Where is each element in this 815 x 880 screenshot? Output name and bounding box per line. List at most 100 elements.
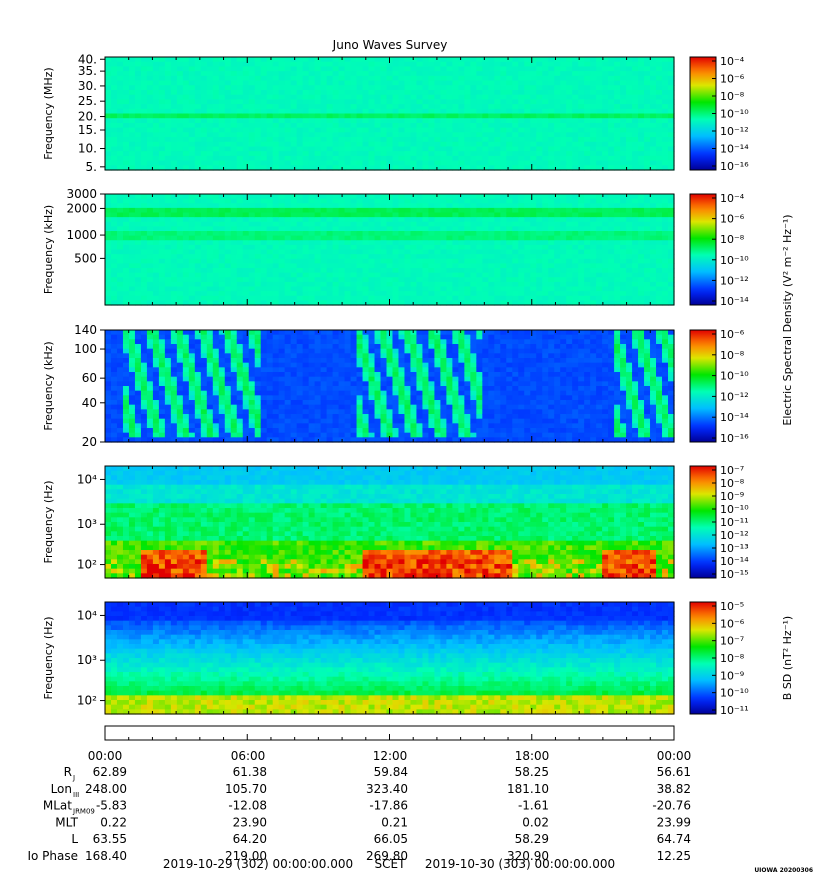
spectrogram-cell	[170, 137, 178, 143]
spectrogram-cell	[632, 207, 639, 214]
spectrogram-cell	[230, 71, 238, 77]
spectrogram-cell	[638, 300, 645, 306]
spectrogram-cell	[560, 151, 567, 157]
spectrogram-cell	[428, 263, 436, 269]
spectrogram-cell	[230, 61, 238, 68]
spectrogram-cell	[158, 386, 166, 392]
spectrogram-cell	[614, 281, 621, 288]
spectrogram-cell	[248, 146, 256, 152]
spectrogram-cell	[536, 89, 543, 96]
spectrogram-cell	[488, 268, 495, 274]
spectrogram-cell	[194, 231, 202, 237]
spectrogram-cell	[206, 198, 214, 204]
spectrogram-cell	[212, 165, 220, 171]
spectrogram-cell	[512, 71, 519, 77]
spectrogram-cell	[128, 57, 136, 63]
spectrogram-cell	[206, 141, 214, 148]
spectrogram-cell	[548, 155, 555, 162]
spectrogram-cell	[530, 240, 537, 246]
spectrogram-cell	[662, 212, 669, 218]
spectrogram-cell	[554, 137, 561, 143]
spectrogram-cell	[290, 118, 298, 124]
spectrogram-cell	[206, 217, 214, 223]
spectrogram-cell	[590, 240, 597, 246]
spectrogram-cell	[422, 300, 430, 306]
spectrogram-cell	[662, 286, 669, 292]
spectrogram-cell	[596, 155, 603, 162]
spectrogram-cell	[105, 80, 112, 86]
spectrogram-cell	[164, 339, 172, 345]
spectrogram-cell	[170, 61, 178, 68]
spectrogram-cell	[398, 244, 406, 251]
spectrogram-cell	[452, 198, 459, 204]
spectrogram-cell	[512, 226, 519, 232]
spectrogram-cell	[152, 353, 160, 359]
spectrogram-cell	[578, 249, 585, 255]
spectrogram-cell	[668, 127, 675, 133]
spectrogram-cell	[242, 286, 250, 292]
spectrogram-cell	[326, 160, 334, 166]
spectrogram-cell	[416, 137, 424, 143]
spectrogram-cell	[326, 122, 334, 129]
spectrogram-cell	[368, 300, 376, 306]
spectrogram-cell	[410, 160, 418, 166]
spectrogram-cell	[140, 89, 148, 96]
spectrogram-cell	[170, 277, 178, 283]
spectrogram-cell	[200, 235, 208, 241]
spectrogram-cell	[434, 89, 442, 96]
spectrogram-cell	[158, 249, 166, 255]
spectrogram-cell	[368, 198, 376, 204]
spectrogram-cell	[446, 122, 453, 129]
spectrogram-cell	[105, 203, 112, 209]
spectrogram-cell	[530, 160, 537, 166]
spectrogram-cell	[128, 367, 136, 373]
spectrogram-cell	[200, 212, 208, 218]
spectrogram-cell	[500, 118, 507, 124]
spectrogram-cell	[410, 231, 418, 237]
spectrogram-cell	[350, 71, 358, 77]
spectrogram-cell	[182, 113, 190, 119]
spectrogram-cell	[105, 99, 112, 105]
spectrogram-cell	[524, 258, 531, 264]
spectrogram-cell	[554, 207, 561, 214]
spectrogram-cell	[308, 122, 316, 129]
spectrogram-cell	[128, 61, 136, 68]
spectrogram-cell	[152, 226, 160, 232]
spectrogram-cell	[105, 249, 112, 255]
spectrogram-cell	[434, 108, 442, 115]
spectrogram-cell	[638, 263, 645, 269]
spectrogram-cell	[662, 127, 669, 133]
spectrogram-cell	[542, 240, 549, 246]
spectrogram-cell	[614, 198, 621, 204]
spectrogram-cell	[230, 300, 238, 306]
spectrogram-cell	[116, 358, 124, 364]
spectrogram-cell	[332, 113, 340, 119]
spectrogram-cell	[236, 75, 244, 82]
spectrogram-cell	[404, 203, 412, 209]
spectrogram-cell	[314, 240, 322, 246]
spectrogram-cell	[116, 226, 124, 232]
spectrogram-cell	[212, 240, 220, 246]
spectrogram-cell	[578, 217, 585, 223]
spectrogram-cell	[182, 75, 190, 82]
spectrogram-cell	[404, 244, 412, 251]
spectrogram-cell	[188, 244, 196, 251]
spectrogram-cell	[146, 263, 154, 269]
spectrogram-cell	[518, 226, 525, 232]
spectrogram-cell	[584, 61, 591, 68]
spectrogram-cell	[398, 94, 406, 100]
spectrogram-cell	[188, 165, 196, 171]
spectrogram-cell	[206, 212, 214, 218]
spectrogram-cell	[170, 291, 178, 297]
spectrogram-cell	[590, 217, 597, 223]
spectrogram-cell	[350, 146, 358, 152]
spectrogram-cell	[380, 235, 388, 241]
spectrogram-cell	[314, 155, 322, 162]
spectrogram-cell	[500, 104, 507, 110]
spectrogram-cell	[146, 122, 154, 129]
spectrogram-cell	[422, 66, 430, 72]
spectrogram-cell	[248, 113, 256, 119]
spectrogram-cell	[410, 137, 418, 143]
spectrogram-cell	[560, 221, 567, 227]
spectrogram-cell	[554, 165, 561, 171]
